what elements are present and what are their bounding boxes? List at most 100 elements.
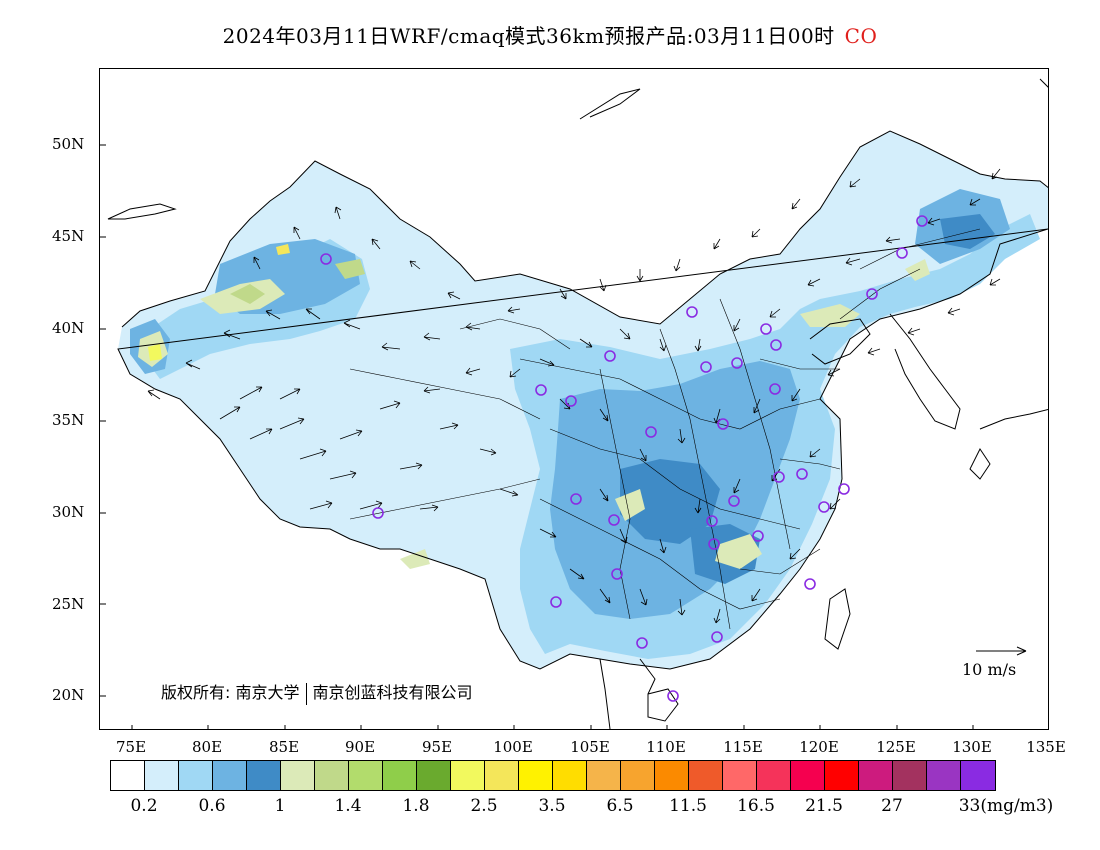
colorbar-swatch	[927, 761, 961, 790]
colorbar-label: 16.5	[737, 796, 775, 816]
site-marker	[608, 514, 620, 526]
site-marker	[636, 637, 648, 649]
colorbar-swatch	[179, 761, 213, 790]
wind-reference-arrow	[976, 646, 1027, 656]
axis-ticks	[100, 144, 974, 729]
lon-label-135e: 135E	[1026, 738, 1066, 756]
map-panel[interactable]	[99, 68, 1049, 730]
colorbar-swatch	[349, 761, 383, 790]
colorbar-label: 3.5	[538, 796, 566, 816]
colorbar-swatch	[791, 761, 825, 790]
lon-label-75e: 75E	[115, 738, 147, 756]
site-marker	[866, 288, 878, 300]
site-marker	[320, 253, 332, 265]
lon-label-105e: 105E	[570, 738, 610, 756]
hainan-island	[647, 688, 679, 722]
colorbar-swatch	[689, 761, 723, 790]
map-title: 2024年03月11日WRF/cmaq模式36km预报产品:03月11日00时 C…	[0, 20, 1100, 49]
site-marker	[838, 483, 850, 495]
lat-label-45n: 45N	[52, 227, 85, 245]
wind-vectors	[147, 168, 1001, 624]
co-concentration-field	[118, 131, 1048, 669]
colorbar-swatch	[451, 761, 485, 790]
colorbar-swatch	[757, 761, 791, 790]
lat-label-30n: 30N	[52, 503, 85, 521]
lon-label-130e: 130E	[952, 738, 992, 756]
colorbar-label: 33(mg/m3)	[958, 796, 1054, 816]
colorbar-swatch	[383, 761, 417, 790]
colorbar-label: 0.2	[130, 796, 158, 816]
vietnam-coast	[599, 658, 611, 729]
colorbar-label: 11.5	[669, 796, 707, 816]
colorbar-label: 27	[881, 796, 903, 816]
colorbar-label: 6.5	[606, 796, 634, 816]
colorbar-swatch	[213, 761, 247, 790]
colorbar-swatch	[315, 761, 349, 790]
lat-label-40n: 40N	[52, 319, 85, 337]
site-marker	[667, 690, 679, 702]
lon-label-110e: 110E	[646, 738, 686, 756]
site-marker	[804, 578, 816, 590]
site-marker	[686, 306, 698, 318]
site-marker	[796, 468, 808, 480]
field-1-4-mg	[620, 459, 720, 544]
map-canvas	[100, 78, 1048, 729]
site-marker	[728, 495, 740, 507]
site-marker	[731, 357, 743, 369]
site-marker	[773, 471, 785, 483]
site-marker	[550, 596, 562, 608]
lon-label-125e: 125E	[876, 738, 916, 756]
lat-label-35n: 35N	[52, 411, 85, 429]
site-marker	[916, 215, 928, 227]
lon-label-95e: 95E	[421, 738, 453, 756]
copyright-separator	[305, 682, 307, 705]
lon-label-80e: 80E	[191, 738, 223, 756]
province-borders	[349, 228, 981, 630]
lat-label-50n: 50N	[52, 135, 85, 153]
china-outline	[117, 130, 1048, 670]
colorbar-label: 1.4	[334, 796, 362, 816]
japan-coast	[979, 408, 1048, 430]
boundaries	[107, 78, 1048, 729]
copyright-org-2: 南京创蓝科技有限公司	[312, 683, 473, 702]
lon-label-120e: 120E	[799, 738, 839, 756]
lat-label-25n: 25N	[52, 595, 85, 613]
sakhalin	[1039, 78, 1048, 88]
copyright-notice: 版权所有: 南京大学 南京创蓝科技有限公司	[161, 679, 473, 705]
colorbar-swatch	[587, 761, 621, 790]
taiwan-island	[824, 588, 851, 650]
korea-peninsula	[889, 313, 961, 430]
colorbar-swatch	[247, 761, 281, 790]
site-marker	[604, 350, 616, 362]
colorbar-swatch	[621, 761, 655, 790]
site-marker	[372, 507, 384, 519]
site-marker	[770, 339, 782, 351]
colorbar-label: 1.8	[402, 796, 430, 816]
title-main: 2024年03月11日WRF/cmaq模式36km预报产品:03月11日00时	[222, 24, 835, 48]
lon-label-90e: 90E	[344, 738, 376, 756]
leizhou-coast	[639, 658, 656, 695]
colorbar-label: 21.5	[805, 796, 843, 816]
japan-kyushu	[969, 448, 991, 480]
site-marker	[535, 384, 547, 396]
colorbar-swatch	[519, 761, 553, 790]
site-marker	[645, 426, 657, 438]
colorbar-swatch	[723, 761, 757, 790]
site-marker	[769, 383, 781, 395]
site-marker	[818, 501, 830, 513]
site-marker	[760, 323, 772, 335]
title-species: CO	[844, 24, 878, 48]
colorbar-swatch	[893, 761, 927, 790]
site-marker	[711, 631, 723, 643]
colorbar	[110, 760, 996, 791]
colorbar-swatch	[281, 761, 315, 790]
copyright-prefix: 版权所有:	[161, 683, 231, 702]
okhotsk-coast	[579, 88, 641, 120]
colorbar-swatch	[961, 761, 995, 790]
wind-reference-label: 10 m/s	[962, 660, 1017, 679]
colorbar-swatch	[145, 761, 179, 790]
site-marker	[717, 418, 729, 430]
monitoring-sites	[320, 215, 928, 702]
colorbar-swatch	[655, 761, 689, 790]
colorbar-swatch	[111, 761, 145, 790]
